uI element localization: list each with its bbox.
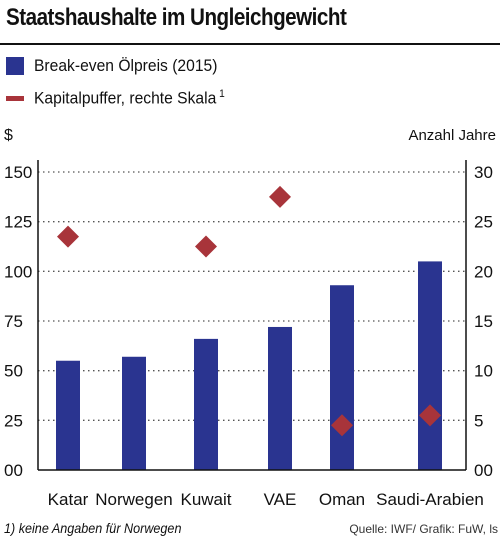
left-tick-label: 150 xyxy=(4,163,32,182)
diamond-marker xyxy=(419,404,441,427)
bar xyxy=(56,360,80,470)
diamond-marker xyxy=(331,414,353,437)
bar xyxy=(268,326,292,470)
bar xyxy=(194,338,218,470)
legend-label-kapitalpuffer: Kapitalpuffer, rechte Skala 1 xyxy=(34,88,225,109)
legend-item-break-even: Break-even Ölpreis (2015) xyxy=(6,54,233,78)
chart-title: Staatshaushalte im Ungleichgewicht xyxy=(6,4,347,31)
bar xyxy=(418,261,442,470)
legend-label-kapitalpuffer-text: Kapitalpuffer, rechte Skala xyxy=(34,88,217,108)
diamond-marker xyxy=(57,225,79,248)
left-tick-label: 75 xyxy=(4,312,23,331)
left-tick-label: 100 xyxy=(4,262,32,281)
legend-label-break-even: Break-even Ölpreis (2015) xyxy=(34,56,218,75)
legend-swatch-marker xyxy=(6,95,24,101)
axes: 00 00 25 5 50 10 75 15 100 20 125 25 150 30 Katar Norwe… xyxy=(4,160,493,509)
diamond-marker xyxy=(269,185,291,208)
right-tick-label: 5 xyxy=(474,411,483,430)
category-label: Oman xyxy=(319,490,365,509)
left-tick-label: 125 xyxy=(4,213,32,232)
category-label: Kuwait xyxy=(180,490,231,509)
category-label: Norwegen xyxy=(95,490,173,509)
source-credit: Quelle: IWF/ Grafik: FuW, ls xyxy=(349,522,498,536)
left-axis-label: $ xyxy=(4,127,13,144)
right-tick-label: 10 xyxy=(474,362,493,381)
diamond-markers xyxy=(57,185,441,437)
bar xyxy=(122,356,146,470)
legend-footnote-marker: 1 xyxy=(219,87,225,100)
legend-swatch-bar xyxy=(6,57,24,75)
footnote: 1) keine Angaben für Norwegen xyxy=(4,520,182,536)
legend-item-kapitalpuffer: Kapitalpuffer, rechte Skala 1 xyxy=(6,86,241,110)
left-tick-label: 00 xyxy=(4,461,23,480)
right-axis-label: Anzahl Jahre xyxy=(408,127,496,144)
bar xyxy=(330,285,354,470)
gridlines xyxy=(38,171,466,421)
bars xyxy=(56,261,442,470)
category-label: Katar xyxy=(48,490,89,509)
right-tick-label: 30 xyxy=(474,163,493,182)
title-divider xyxy=(0,43,500,45)
right-tick-label: 20 xyxy=(474,262,493,281)
left-tick-label: 50 xyxy=(4,362,23,381)
right-tick-label: 15 xyxy=(474,312,493,331)
category-label: VAE xyxy=(264,490,297,509)
right-tick-label: 25 xyxy=(474,213,493,232)
diamond-marker xyxy=(195,235,217,258)
left-tick-label: 25 xyxy=(4,411,23,430)
right-tick-label: 00 xyxy=(474,461,493,480)
category-label: Saudi-Arabien xyxy=(376,490,484,509)
